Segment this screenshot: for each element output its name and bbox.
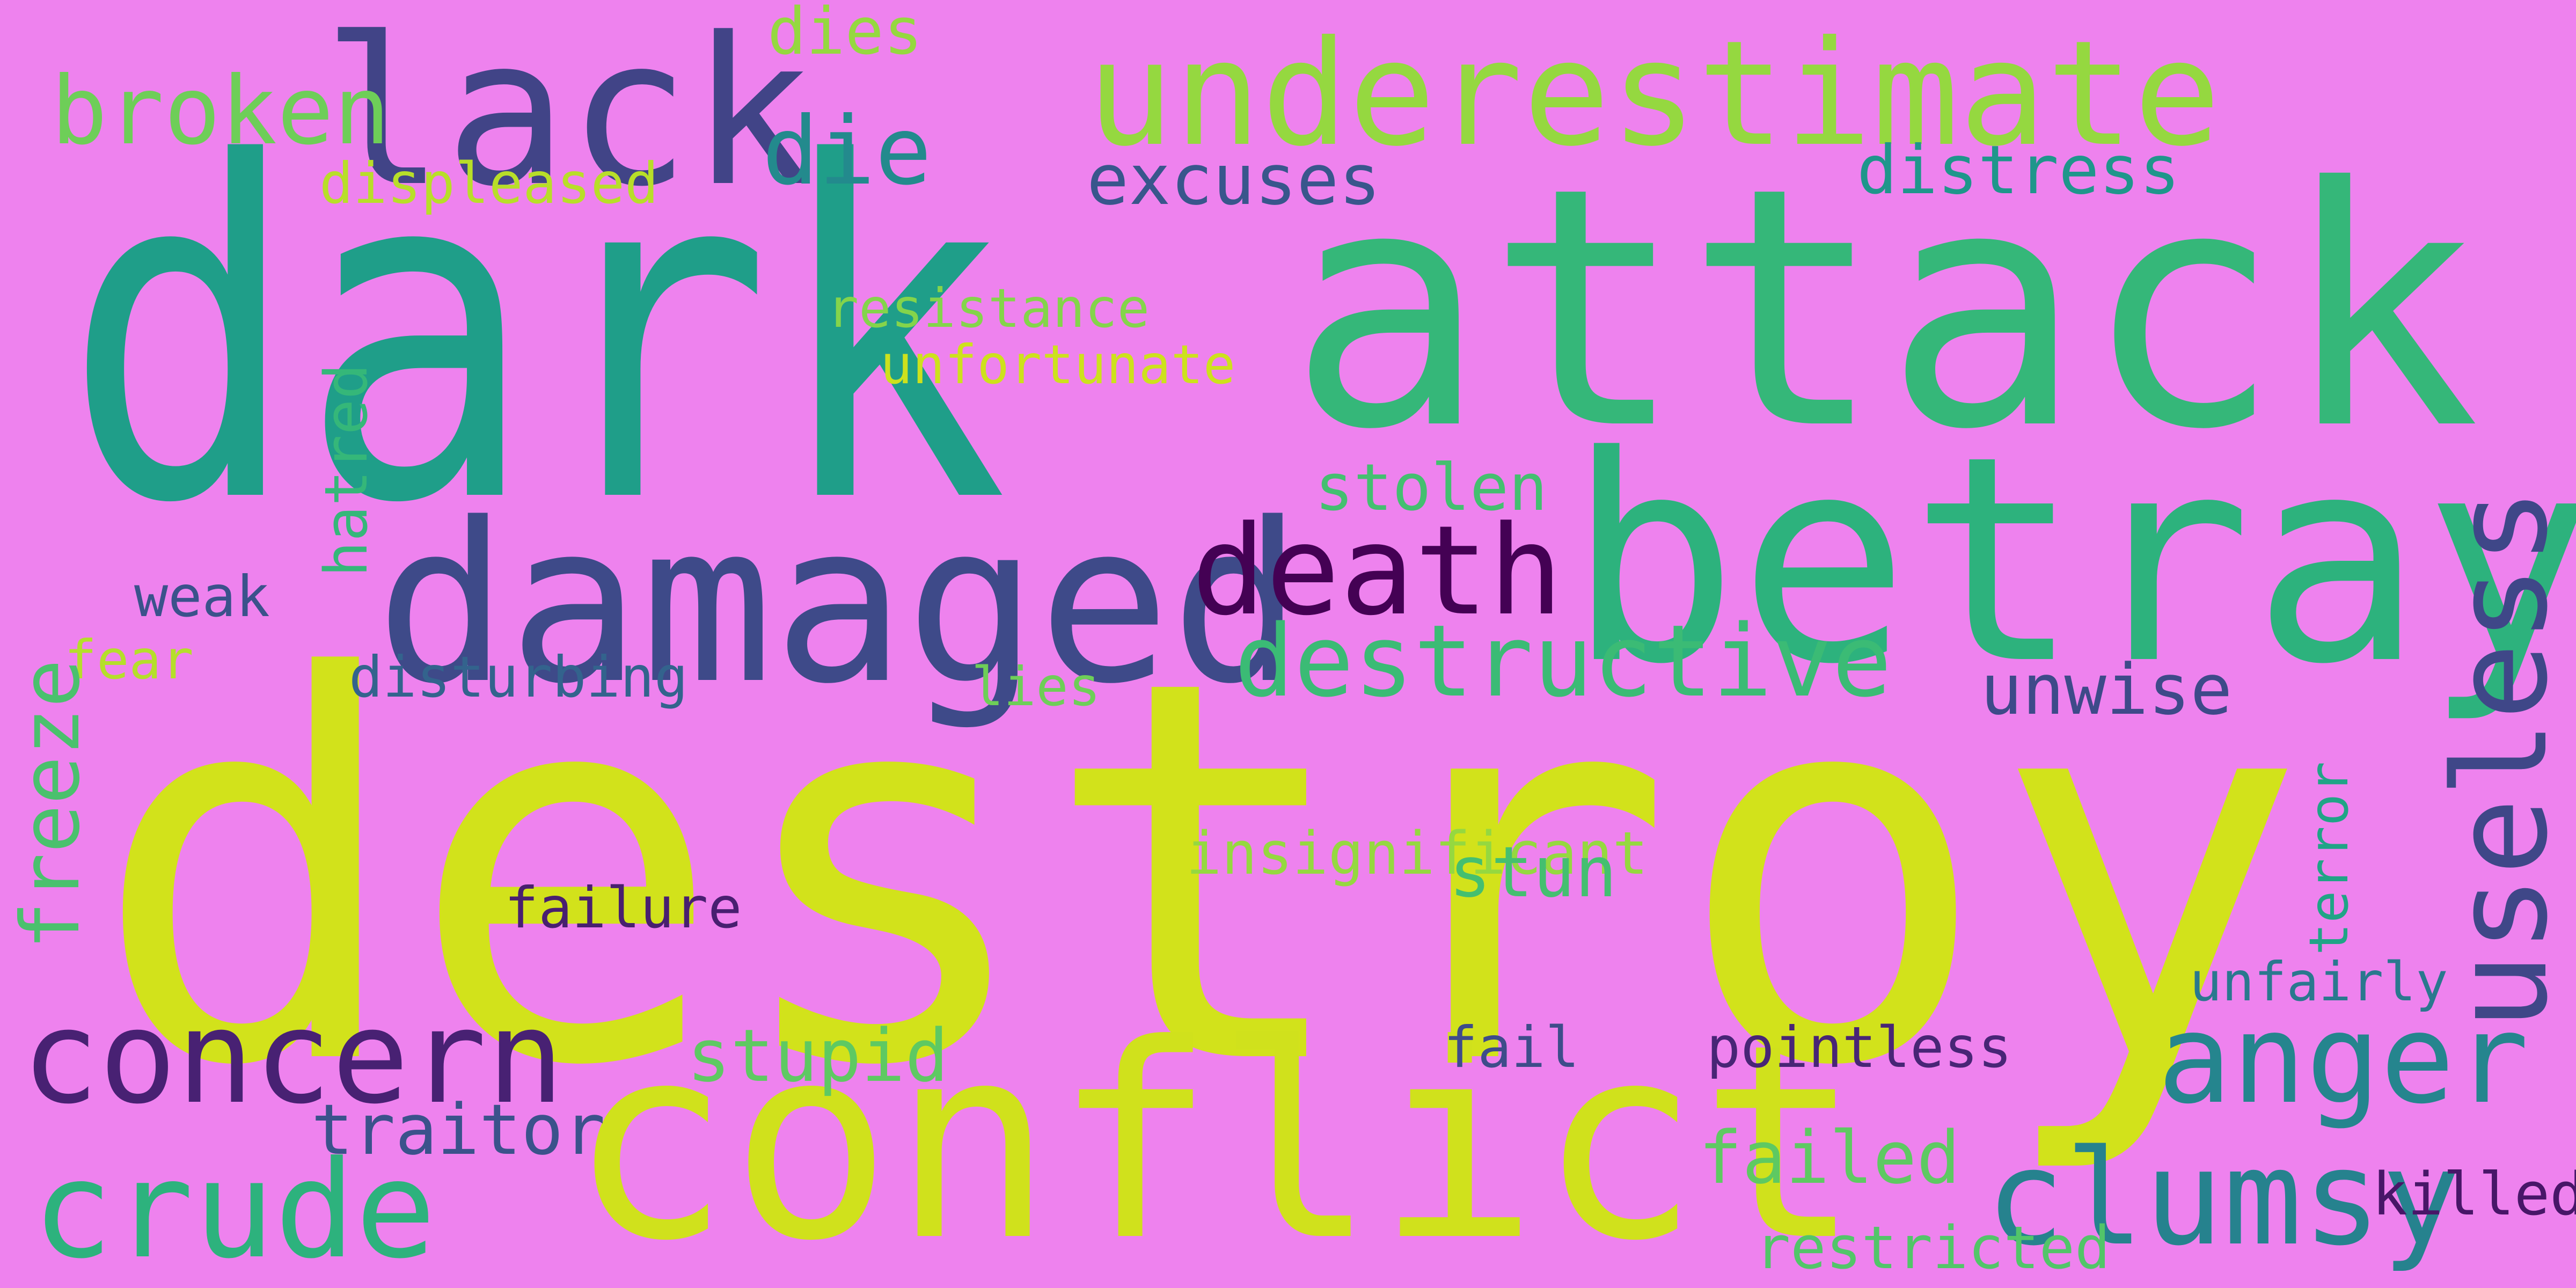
word-fear: stolen xyxy=(1315,451,1548,525)
word-freeze: failed xyxy=(1699,1116,1960,1200)
word-hatred: traitor xyxy=(311,1089,605,1170)
word-stupid: insignificant xyxy=(1186,819,1648,888)
word-damaged: damaged xyxy=(376,475,1303,732)
word-lack: lack xyxy=(322,0,814,231)
word-stolen: resistance xyxy=(826,277,1150,340)
word-destructive: destructive xyxy=(1234,603,1892,719)
word-anger: anger xyxy=(2157,988,2529,1131)
word-destroy: destroy xyxy=(91,568,2308,1181)
word-dark: dark xyxy=(63,67,1008,604)
word-terror: killed xyxy=(2372,1160,2576,1228)
word-fail: stun xyxy=(1449,831,1618,913)
word-excuses: dies xyxy=(767,0,923,69)
word-underestimate: underestimate xyxy=(1087,9,2221,178)
word-betray: betray xyxy=(1567,395,2576,726)
word-unwise: fear xyxy=(64,628,194,691)
word-restricted: pointless xyxy=(1707,1015,2012,1080)
word-attack: attack xyxy=(1288,118,2480,502)
word-weak: unfortunate xyxy=(880,333,1236,396)
word-unfairly: terror xyxy=(2297,761,2360,955)
word-traitor: unfairly xyxy=(2190,950,2448,1013)
word-killed: fail xyxy=(1444,1015,1579,1080)
word-disturbing: freeze xyxy=(4,659,98,950)
word-failure: unwise xyxy=(1980,649,2233,730)
word-dies: die xyxy=(762,97,932,206)
word-broken: crude xyxy=(32,1132,436,1288)
word-clumsy: useless xyxy=(2426,487,2576,1030)
word-death: death xyxy=(1191,500,1563,643)
word-die: broken xyxy=(51,57,391,166)
word-crude: clumsy xyxy=(1986,1122,2461,1275)
word-failed: stupid xyxy=(687,1014,949,1098)
word-insignificant: disturbing xyxy=(349,645,689,710)
word-pointless: failure xyxy=(504,875,742,941)
word-unfortunate: hatred xyxy=(312,363,380,577)
word-displeased: distress xyxy=(1857,131,2180,209)
word-conflict: conflict xyxy=(569,987,1862,1288)
word-stun: lies xyxy=(971,655,1101,718)
word-useless: restricted xyxy=(1755,1213,2111,1282)
word-concern: concern xyxy=(21,982,565,1132)
word-lies: weak xyxy=(134,564,270,630)
word-distress: excuses xyxy=(1087,139,1381,221)
word-resistance: displeased xyxy=(319,151,659,216)
